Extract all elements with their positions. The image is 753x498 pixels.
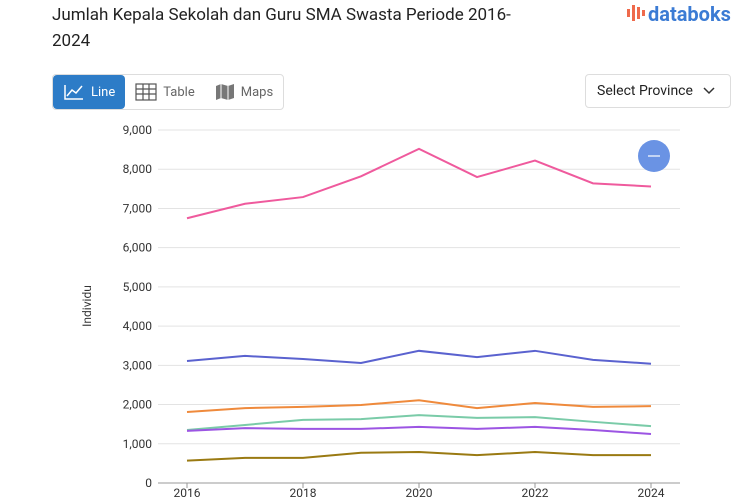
- series-line: [186, 414, 652, 432]
- y-tick-label: 8,000: [123, 162, 153, 176]
- series-line: [186, 147, 652, 220]
- chart-title: Jumlah Kepala Sekolah dan Guru SMA Swast…: [52, 5, 511, 51]
- series-line: [186, 451, 651, 462]
- tab-label: Line: [91, 84, 116, 100]
- y-tick-label: 3,000: [123, 358, 153, 372]
- y-tick-label: 5,000: [123, 280, 153, 294]
- x-tick-label: 2020: [406, 486, 433, 498]
- x-tick-label: 2016: [174, 486, 201, 498]
- collapse-button[interactable]: [636, 138, 672, 174]
- y-tick-label: 1,000: [123, 437, 153, 451]
- select-label: Select Province: [597, 83, 693, 99]
- maps-icon: [215, 84, 234, 100]
- y-axis-label: Individu: [80, 285, 94, 327]
- y-tick-label: 0: [145, 476, 152, 490]
- series-line: [186, 425, 652, 435]
- tab-line[interactable]: Line: [53, 75, 126, 109]
- x-tick-label: 2022: [522, 486, 549, 498]
- y-tick-label: 4,000: [123, 319, 153, 333]
- table-icon: [135, 83, 157, 101]
- y-tick-label: 9,000: [123, 123, 153, 137]
- series-line: [186, 349, 652, 365]
- y-tick-label: 6,000: [123, 241, 153, 255]
- x-tick-label: 2018: [290, 486, 317, 498]
- line-icon: [64, 85, 83, 100]
- logo: databoks: [626, 2, 731, 26]
- x-tick-label: 2024: [638, 486, 665, 498]
- series-line: [186, 399, 652, 414]
- tab-label: Table: [163, 84, 195, 100]
- chevron: [703, 87, 715, 95]
- logo-text: databoks: [648, 2, 731, 26]
- y-tick-label: 7,000: [123, 201, 153, 215]
- tab-label: Maps: [240, 84, 274, 100]
- tab-table[interactable]: Table: [125, 75, 204, 109]
- tab-maps[interactable]: Maps: [205, 75, 283, 109]
- y-tick-label: 2,000: [123, 398, 153, 412]
- view-tabs: Line Table Maps: [52, 74, 284, 110]
- logo-icon: [627, 5, 645, 21]
- province-select[interactable]: Select Province: [585, 74, 731, 108]
